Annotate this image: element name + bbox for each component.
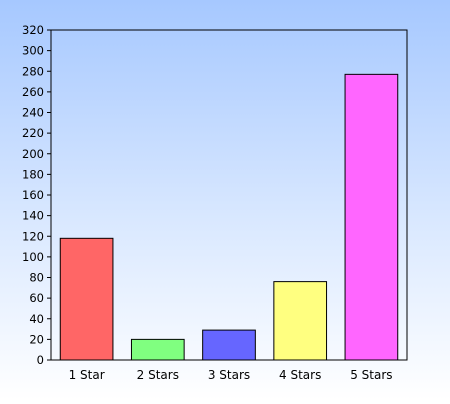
bar-5 [344, 73, 399, 361]
y-tick-label: 120 [22, 229, 44, 243]
y-tick-label: 260 [22, 85, 44, 99]
y-tick-label: 140 [22, 209, 44, 223]
x-tick-label: 4 Stars [279, 368, 321, 382]
y-tick-label: 60 [29, 291, 44, 305]
y-tick-label: 20 [29, 332, 44, 346]
y-tick-label: 300 [22, 44, 44, 58]
x-tick-label: 3 Stars [208, 368, 250, 382]
bar-1 [59, 237, 114, 361]
y-tick-label: 220 [22, 126, 44, 140]
y-tick-label: 180 [22, 167, 44, 181]
plot-frame [50, 29, 408, 361]
y-tick-label: 40 [29, 312, 44, 326]
x-tick-label: 2 Stars [137, 368, 179, 382]
x-tick-label: 1 Star [69, 368, 105, 382]
y-axis: 0 20 40 60 80 100 120 140 160 180 200 220 240 260 280 3… [22, 23, 51, 367]
bar-2 [130, 338, 185, 361]
y-tick-label: 240 [22, 106, 44, 120]
y-tick-label: 160 [22, 188, 44, 202]
bar-3 [202, 329, 256, 361]
bar-4 [273, 281, 328, 361]
y-tick-label: 0 [37, 353, 44, 367]
y-tick-label: 80 [29, 271, 44, 285]
y-tick-label: 100 [22, 250, 44, 264]
y-tick-label: 320 [22, 23, 44, 37]
bars [59, 73, 399, 361]
y-tick-label: 200 [22, 147, 44, 161]
y-tick-label: 280 [22, 64, 44, 78]
x-axis: 1 Star 2 Stars 3 Stars 4 Stars 5 Stars [69, 368, 393, 382]
x-tick-label: 5 Stars [350, 368, 392, 382]
